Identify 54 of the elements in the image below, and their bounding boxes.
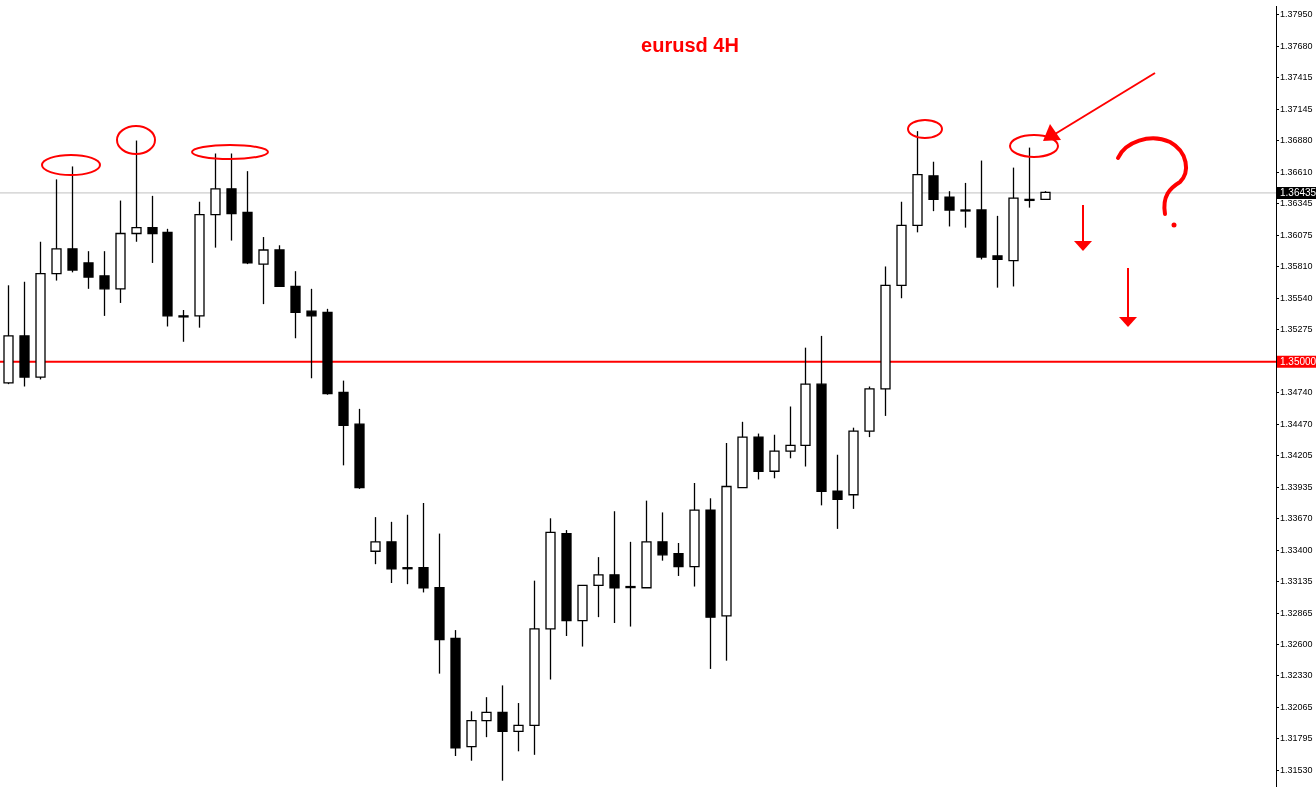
candlestick <box>67 165 78 273</box>
y-tick-label: 1.32865 <box>1280 607 1313 618</box>
y-tick-label: 1.37680 <box>1280 40 1313 51</box>
y-tick-label: 1.37145 <box>1280 103 1313 114</box>
y-tick-label: 1.34470 <box>1280 418 1313 429</box>
candlestick <box>306 288 317 379</box>
text: eurusd 4H <box>640 34 740 57</box>
y-tick-label: 1.32600 <box>1280 638 1313 649</box>
candlestick <box>83 250 94 290</box>
y-tick-label: 1.33935 <box>1280 481 1313 492</box>
ref-line-label: 1.35000 <box>1280 355 1316 367</box>
candlestick <box>593 556 604 618</box>
candlestick <box>832 454 843 530</box>
y-tick-label: 1.36345 <box>1280 197 1313 208</box>
candlestick <box>513 702 524 752</box>
y-tick-label: 1.32330 <box>1280 670 1313 681</box>
y-tick-label: 1.37950 <box>1280 9 1313 20</box>
y-tick-label: 1.35540 <box>1280 292 1313 303</box>
y-tick-label: 1.36880 <box>1280 135 1313 146</box>
candlestick <box>497 684 508 782</box>
y-tick-label: 1.32065 <box>1280 701 1313 712</box>
y-tick-label: 1.36610 <box>1280 166 1313 177</box>
candlestick <box>769 434 780 479</box>
candlestick <box>609 510 620 624</box>
candlestick <box>418 502 429 594</box>
candlestick <box>147 195 158 264</box>
candlestick <box>481 696 492 738</box>
candlestick <box>944 190 955 228</box>
y-tick-label: 1.35810 <box>1280 260 1313 271</box>
y-tick-label: 1.33400 <box>1280 544 1313 555</box>
y-tick-label: 1.33670 <box>1280 512 1313 523</box>
candlestick <box>785 405 796 459</box>
candlestick <box>99 250 110 317</box>
candlestick <box>657 511 668 562</box>
y-tick-label: 1.37415 <box>1280 72 1313 83</box>
candlestick <box>625 541 636 628</box>
y-tick-label: 1.34205 <box>1280 449 1313 460</box>
y-tick-label: 1.34740 <box>1280 386 1313 397</box>
candlestick <box>258 236 269 305</box>
candlestick <box>402 514 413 585</box>
y-tick-label: 1.35275 <box>1280 323 1313 334</box>
candlestick <box>131 139 142 243</box>
candlestick <box>992 215 1003 289</box>
candlestick <box>1024 146 1035 209</box>
ref-line-label: 1.36435 <box>1280 186 1316 198</box>
y-tick-label: 1.31795 <box>1280 733 1313 744</box>
candlestick <box>370 516 381 565</box>
candlestick <box>960 182 971 229</box>
candlestick <box>178 309 189 343</box>
y-tick-label: 1.33135 <box>1280 575 1313 586</box>
y-tick-label: 1.36075 <box>1280 229 1313 240</box>
y-tick-label: 1.31530 <box>1280 764 1313 775</box>
candlestick <box>928 161 939 212</box>
candlestick <box>673 542 684 577</box>
